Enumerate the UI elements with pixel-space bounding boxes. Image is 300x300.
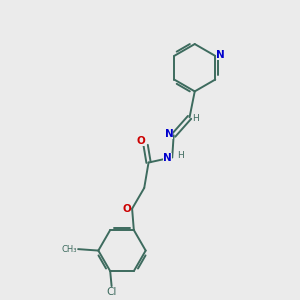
Text: H: H (177, 151, 184, 160)
Text: O: O (136, 136, 145, 146)
Text: N: N (165, 129, 173, 139)
Text: N: N (163, 154, 172, 164)
Text: N: N (216, 50, 224, 60)
Text: O: O (122, 204, 131, 214)
Text: CH₃: CH₃ (62, 244, 77, 253)
Text: Cl: Cl (106, 287, 117, 297)
Text: H: H (193, 114, 199, 123)
